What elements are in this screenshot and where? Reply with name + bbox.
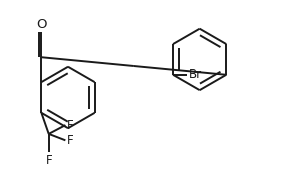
Text: Br: Br	[189, 68, 202, 81]
Text: F: F	[67, 134, 74, 147]
Text: F: F	[67, 119, 74, 132]
Text: F: F	[45, 154, 52, 167]
Text: O: O	[36, 18, 47, 31]
